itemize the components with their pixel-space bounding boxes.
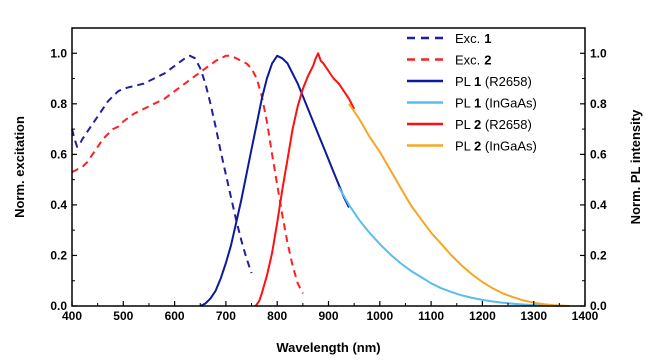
y-tick-label-left: 1.0 [50, 46, 67, 60]
y-tick-label-right: 0.2 [590, 248, 607, 262]
legend-label-1: Exc. 2 [455, 53, 492, 68]
legend-label-2: PL 1 (R2658) [455, 74, 532, 89]
x-tick-label: 1400 [572, 309, 599, 323]
y-axis-title-right: Norm. PL intensity [628, 109, 643, 224]
y-tick-label-right: 0.8 [590, 97, 607, 111]
x-tick-label: 500 [113, 309, 133, 323]
series-line-2 [199, 54, 350, 307]
x-tick-label: 1300 [520, 309, 547, 323]
series-layer [71, 52, 570, 307]
y-tick-label-left: 0.0 [50, 299, 67, 313]
y-tick-label-right: 1.0 [590, 46, 607, 60]
series-line-0 [71, 54, 253, 274]
y-tick-label-left: 0.4 [50, 198, 67, 212]
legend-label-3: PL 1 (InGaAs) [455, 96, 537, 111]
y-tick-label-left: 0.6 [50, 147, 67, 161]
x-tick-label: 1200 [469, 309, 496, 323]
series-line-1 [71, 54, 304, 294]
x-tick-label: 600 [165, 309, 185, 323]
series-line-4 [254, 52, 356, 307]
x-tick-label: 1000 [366, 309, 393, 323]
y-tick-label-right: 0.0 [590, 299, 607, 313]
legend-label-4: PL 2 (R2658) [455, 117, 532, 132]
x-axis-title: Wavelength (nm) [276, 340, 380, 355]
y-tick-label-left: 0.8 [50, 97, 67, 111]
y-tick-label-right: 0.4 [590, 198, 607, 212]
y-axis-title-left: Norm. excitation [12, 116, 27, 218]
x-tick-label: 900 [318, 309, 338, 323]
legend-label-0: Exc. 1 [455, 31, 492, 46]
x-tick-label: 800 [267, 309, 287, 323]
x-tick-label: 400 [62, 309, 82, 323]
legend-label-5: PL 2 (InGaAs) [455, 139, 537, 154]
x-tick-label: 1100 [418, 309, 444, 323]
y-tick-label-left: 0.2 [50, 248, 67, 262]
y-tick-label-right: 0.6 [590, 147, 607, 161]
legend: Exc. 1 Exc. 2 PL 1 (R2658) PL 1 (InGaAs) PL 2 … [407, 31, 537, 154]
series-line-5 [348, 103, 570, 307]
x-tick-label: 700 [216, 309, 236, 323]
series-line-3 [337, 186, 565, 307]
ticks-layer: 400 500 600 700 800 900 1000 1100 1200 1300 14000.… [50, 27, 607, 323]
